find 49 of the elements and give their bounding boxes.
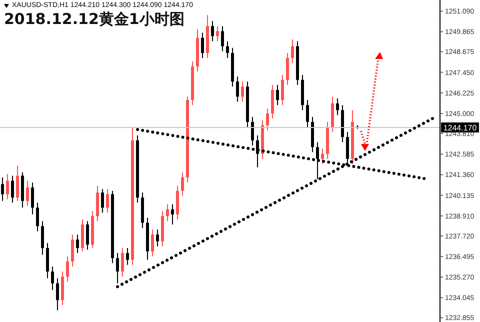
candlestick xyxy=(216,26,219,42)
candlestick xyxy=(236,76,239,102)
candlestick xyxy=(291,39,294,64)
candlestick xyxy=(336,98,339,116)
candlestick xyxy=(51,266,54,291)
candlestick xyxy=(346,131,349,164)
candlestick xyxy=(11,175,14,204)
candlestick xyxy=(6,174,9,200)
candlestick xyxy=(241,81,244,102)
candlestick xyxy=(331,96,334,132)
candlestick xyxy=(266,108,269,131)
candlestick xyxy=(16,165,19,202)
candlestick xyxy=(226,40,229,59)
candlestick xyxy=(306,100,309,128)
candlestick xyxy=(66,256,69,282)
candlestick xyxy=(61,271,64,306)
text: 2018.12.12黄金1小时图 xyxy=(4,10,184,29)
candlestick xyxy=(156,229,159,247)
candlestick xyxy=(151,229,154,257)
candlestick xyxy=(251,116,254,146)
candlestick xyxy=(276,84,279,106)
candlestick xyxy=(101,188,104,214)
candlestick xyxy=(181,172,184,196)
candlestick xyxy=(271,84,274,120)
candlestick xyxy=(281,74,284,106)
candlestick xyxy=(106,188,109,214)
candlestick xyxy=(171,204,174,225)
candlestick xyxy=(176,185,179,220)
candlestick xyxy=(41,220,44,256)
candlestick xyxy=(31,182,34,215)
candlestick xyxy=(201,32,204,59)
candlestick xyxy=(36,202,39,232)
candlestick xyxy=(76,234,79,254)
candlestick xyxy=(126,248,129,266)
candlestick xyxy=(211,20,214,42)
candlestick xyxy=(71,234,74,268)
candlestick xyxy=(96,185,99,222)
candlestick xyxy=(166,204,169,222)
ref-line-label: 1244.170 xyxy=(443,123,478,132)
candlestick xyxy=(1,176,4,202)
candlestick xyxy=(321,148,324,164)
candlestick xyxy=(221,26,224,52)
candlestick xyxy=(86,220,89,250)
candlestick xyxy=(121,248,124,278)
candlestick xyxy=(81,218,84,252)
candlestick xyxy=(46,242,49,279)
candlestick xyxy=(26,180,29,206)
candlestick xyxy=(286,52,289,86)
candlestick xyxy=(56,278,59,311)
